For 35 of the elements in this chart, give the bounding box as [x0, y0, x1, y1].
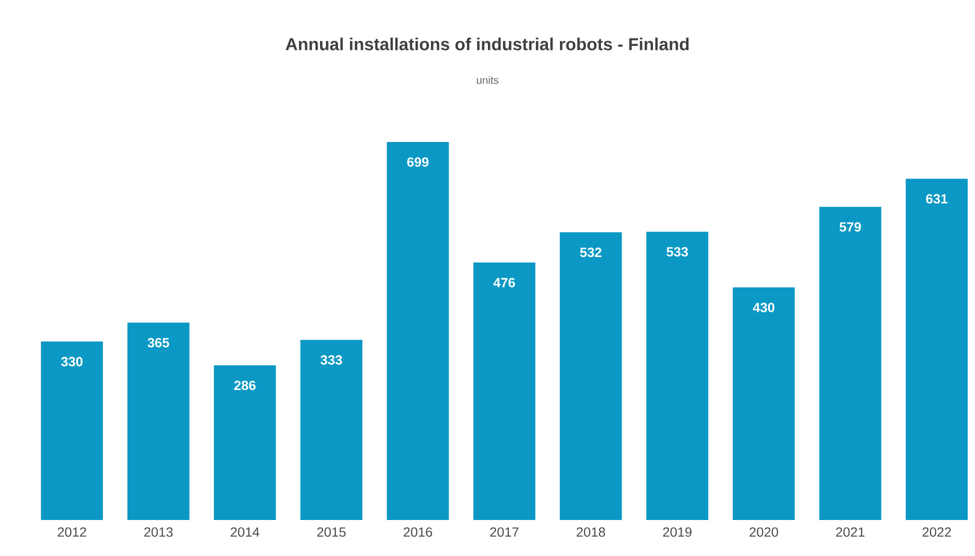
bar — [214, 365, 276, 520]
data-label: 333 — [320, 355, 342, 365]
chart-subtitle: units — [476, 76, 498, 84]
data-label: 631 — [926, 194, 948, 204]
bar — [127, 322, 190, 520]
x-tick-label: 2012 — [58, 527, 86, 537]
bar — [473, 262, 536, 520]
bar — [40, 342, 103, 520]
chart-title: Annual installations of industrial robots - Finland — [286, 38, 689, 50]
bar — [732, 287, 795, 520]
bar — [386, 142, 449, 520]
data-label: 330 — [61, 356, 83, 366]
x-tick-label: 2017 — [490, 527, 518, 537]
x-tick-label: 2013 — [144, 527, 173, 537]
bar — [646, 232, 708, 520]
bar — [819, 206, 882, 520]
data-label: 286 — [234, 380, 256, 390]
x-tick-label: 2015 — [317, 527, 346, 537]
x-tick-label: 2019 — [663, 527, 692, 537]
data-label: 476 — [493, 278, 515, 288]
x-tick-label: 2021 — [836, 527, 864, 537]
data-label: 532 — [580, 248, 602, 258]
bar — [906, 178, 968, 520]
data-label: 365 — [148, 338, 170, 348]
data-label: 533 — [666, 247, 688, 257]
x-tick-label: 2020 — [750, 527, 778, 537]
bar — [300, 340, 362, 520]
x-tick-label: 2016 — [404, 527, 432, 537]
x-tick-label: 2018 — [576, 527, 606, 537]
x-tick-label: 2014 — [230, 527, 260, 537]
bar — [560, 232, 622, 520]
data-label: 699 — [407, 157, 428, 167]
x-tick-label: 2022 — [922, 527, 951, 537]
data-label: 579 — [840, 222, 861, 232]
data-label: 430 — [752, 302, 774, 312]
